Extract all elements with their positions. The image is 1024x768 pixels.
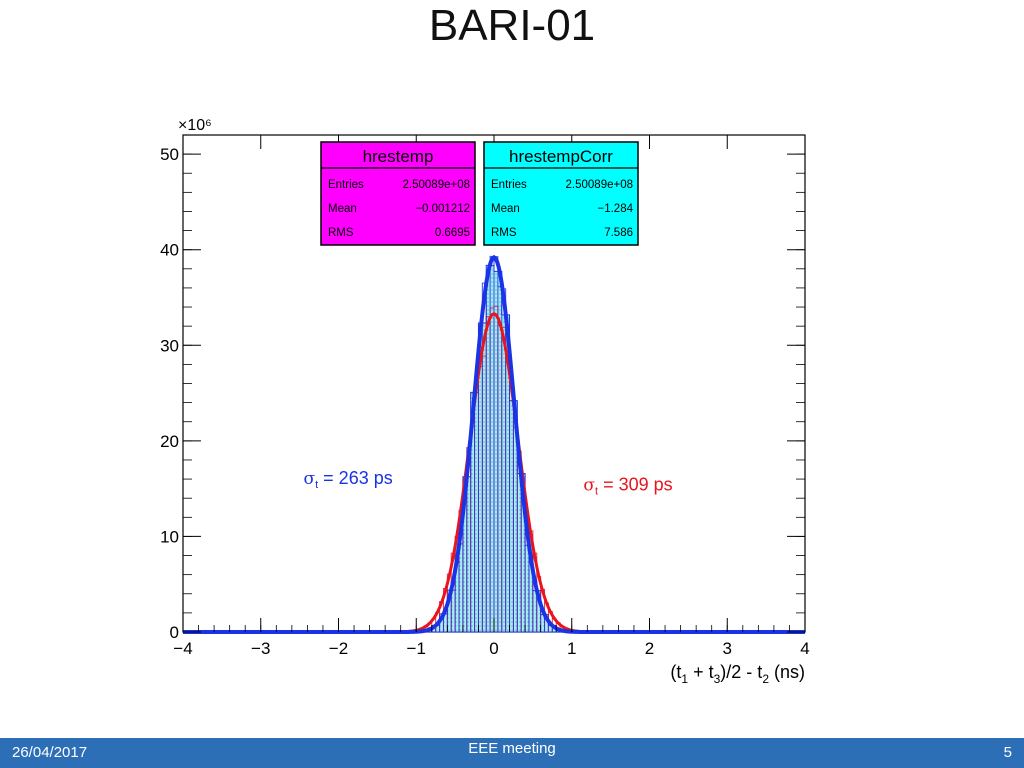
stats-value: 2.50089e+08 xyxy=(566,179,633,191)
stats-box-hrestemp: hrestemp Entries 2.50089e+08 Mean −0.001212 R… xyxy=(320,141,476,246)
y-tick-label: 50 xyxy=(160,145,179,164)
x-tick-label: −2 xyxy=(329,639,348,658)
slide-title: BARI-01 xyxy=(428,1,596,50)
stats-value: 2.50089e+08 xyxy=(403,179,470,191)
x-axis-label-part: 1 xyxy=(681,672,688,686)
x-tick-label: 0 xyxy=(489,639,498,658)
stats-box-bg xyxy=(320,141,476,246)
x-tick-label: 4 xyxy=(800,639,809,658)
x-axis-label-part: )/2 - t xyxy=(720,662,762,682)
footer-date: 26/04/2017 xyxy=(12,744,88,761)
stats-value: −0.001212 xyxy=(415,203,470,215)
stats-value: 7.586 xyxy=(604,227,633,239)
y-tick-label: 40 xyxy=(160,241,179,260)
stats-label: Entries xyxy=(491,179,527,191)
stats-label: RMS xyxy=(491,227,517,239)
sigma-value: = 263 ps xyxy=(318,468,393,488)
sigma-annotation: σt = 263 ps xyxy=(304,468,393,491)
series-hrestempCorr-line xyxy=(183,254,805,634)
stats-label: Mean xyxy=(328,203,357,215)
sigma-subscript: t xyxy=(595,486,598,498)
x-axis-label: (t1 + t3)/2 - t2 (ns) xyxy=(670,662,805,686)
y-multiplier-label: ×10⁶ xyxy=(178,117,212,134)
x-axis-label-part: 2 xyxy=(762,672,769,686)
y-tick-label: 10 xyxy=(160,527,179,546)
x-axis-label-part: + t xyxy=(688,662,714,682)
stats-value: 0.6695 xyxy=(435,227,470,239)
histogram-chart: −4 −3 −2 −1 0 1 2 3 4 0 10 20 30 40 50 ×10⁶ (t1 + t3)/2 … xyxy=(150,108,820,688)
stats-value: −1.284 xyxy=(598,203,634,215)
x-axis-label-part: 3 xyxy=(714,672,721,686)
x-tick-label: −4 xyxy=(173,639,192,658)
x-tick-label: 3 xyxy=(723,639,732,658)
footer-meeting-name: EEE meeting xyxy=(468,740,556,757)
x-tick-label: −3 xyxy=(251,639,270,658)
y-tick-label: 0 xyxy=(170,623,179,642)
sigma-value: = 309 ps xyxy=(598,475,673,495)
sigma-annotation: σt = 309 ps xyxy=(583,475,672,498)
stats-box-hrestempCorr: hrestempCorr Entries 2.50089e+08 Mean −1.284… xyxy=(483,141,639,246)
x-tick-label: −1 xyxy=(407,639,426,658)
sigma-symbol: σ xyxy=(583,476,595,496)
sigma-symbol: σ xyxy=(304,469,316,489)
stats-box-title: hrestemp xyxy=(363,147,434,166)
stats-box-title: hrestempCorr xyxy=(509,147,613,166)
page-number: 5 xyxy=(1003,744,1012,761)
y-tick-label: 20 xyxy=(160,432,179,451)
x-axis-label-part: (t xyxy=(670,662,681,682)
y-tick-label: 30 xyxy=(160,336,179,355)
slide-footer: 26/04/2017 EEE meeting 5 xyxy=(0,738,1024,768)
x-tick-label: 1 xyxy=(567,639,576,658)
stats-box-bg xyxy=(483,141,639,246)
stats-label: RMS xyxy=(328,227,354,239)
x-tick-label: 2 xyxy=(645,639,654,658)
stats-label: Entries xyxy=(328,179,364,191)
x-axis-label-part: (ns) xyxy=(769,662,805,682)
sigma-subscript: t xyxy=(315,479,318,491)
stats-label: Mean xyxy=(491,203,520,215)
